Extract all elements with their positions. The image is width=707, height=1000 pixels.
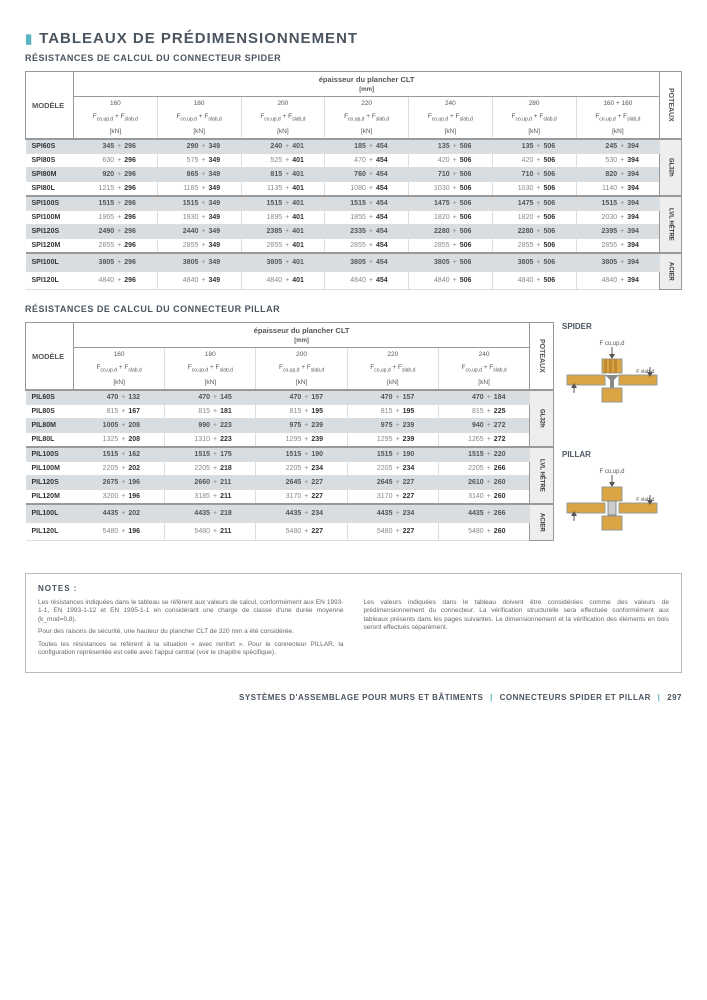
table-row: SPI80M920+296865+349815+401760+454710+50… xyxy=(26,168,682,182)
notes-title: NOTES : xyxy=(38,584,669,593)
table-row: PIL80S815+167815+181815+195815+195815+22… xyxy=(26,405,554,419)
notes-box: NOTES : Les résistances indiquées dans l… xyxy=(25,573,682,673)
footer-right: CONNECTEURS SPIDER ET PILLAR xyxy=(500,693,651,702)
table-row: PIL100S1515+1621515+1751515+1901515+1901… xyxy=(26,447,554,462)
spider-diag-title: SPIDER xyxy=(562,322,682,331)
table-row: PIL80M1005+208990+223975+239975+239940+2… xyxy=(26,419,554,433)
page-footer: SYSTÈMES D'ASSEMBLAGE POUR MURS ET BÂTIM… xyxy=(25,693,682,702)
table-row: SPI100M1965+2961930+3491895+4011855+4541… xyxy=(26,211,682,225)
table-row: SPI80S630+296575+349525+401470+454420+50… xyxy=(26,154,682,168)
table-row: SPI120L4840+2964840+3494840+4014840+4544… xyxy=(26,272,682,290)
table-row: PIL80L1325+2081310+2231295+2391295+23912… xyxy=(26,433,554,448)
table-row: SPI120S2490+2962440+3492385+4012335+4542… xyxy=(26,225,682,239)
spider-subtitle: RÉSISTANCES DE CALCUL DU CONNECTEUR SPID… xyxy=(25,53,682,63)
footer-page: 297 xyxy=(667,693,682,702)
table-row: SPI120M2855+2962855+3492855+4012855+4542… xyxy=(26,239,682,254)
pillar-table-wrap: MODÈLEépaisseur du plancher CLT[mm]POTEA… xyxy=(25,322,554,541)
svg-text:F co,up,d: F co,up,d xyxy=(599,341,624,347)
svg-text:F co,up,d: F co,up,d xyxy=(599,469,624,475)
table-row: PIL100M2205+2022205+2182205+2342205+2342… xyxy=(26,462,554,476)
pillar-diag-title: PILLAR xyxy=(562,450,682,459)
spider-table: MODÈLEépaisseur du plancher CLT[mm]POTEA… xyxy=(25,71,682,290)
pillar-subtitle: RÉSISTANCES DE CALCUL DU CONNECTEUR PILL… xyxy=(25,304,682,314)
table-row: SPI60S345+296290+349240+401185+454135+50… xyxy=(26,139,682,154)
table-row: PIL120M3200+1963185+2113170+2273170+2273… xyxy=(26,490,554,505)
pillar-diagram-svg: F co,up,d F slab,d xyxy=(562,463,662,543)
table-row: SPI100L3805+2963805+3493805+4013805+4543… xyxy=(26,253,682,271)
page-title: TABLEAUX DE PRÉDIMENSIONNEMENT xyxy=(25,30,682,47)
table-row: PIL100L4435+2024435+2184435+2344435+2344… xyxy=(26,504,554,522)
notes-paragraph: Toutes les résistances se réfèrent à la … xyxy=(38,641,344,658)
notes-right-col: Les valeurs indiquées dans le tableau do… xyxy=(364,599,670,662)
notes-left-col: Les résistances indiquées dans le tablea… xyxy=(38,599,344,662)
table-row: PIL120S2675+1962660+2112645+2272645+2272… xyxy=(26,476,554,490)
table-row: PIL60S470+132470+145470+157470+157470+18… xyxy=(26,390,554,405)
table-row: SPI80L1215+2961185+3491135+4011080+45410… xyxy=(26,182,682,197)
pillar-table: MODÈLEépaisseur du plancher CLT[mm]POTEA… xyxy=(25,322,554,541)
notes-paragraph: Les valeurs indiquées dans le tableau do… xyxy=(364,599,670,633)
notes-paragraph: Les résistances indiquées dans le tablea… xyxy=(38,599,344,624)
spider-diagram-svg: F co,up,d F slab,d xyxy=(562,335,662,415)
spider-table-wrap: MODÈLEépaisseur du plancher CLT[mm]POTEA… xyxy=(25,71,682,290)
table-row: PIL120L5480+1965480+2115480+2275480+2275… xyxy=(26,523,554,541)
footer-sep: | xyxy=(490,693,493,702)
notes-paragraph: Pour des raisons de sécurité, une hauteu… xyxy=(38,628,344,636)
footer-sep2: | xyxy=(658,693,661,702)
diagrams-area: SPIDER F co,up,d F slab,d xyxy=(562,322,682,548)
footer-left: SYSTÈMES D'ASSEMBLAGE POUR MURS ET BÂTIM… xyxy=(239,693,483,702)
table-row: SPI100S1515+2961515+3491515+4011515+4541… xyxy=(26,196,682,211)
pillar-diagram: PILLAR F co,up,d F slab,d xyxy=(562,450,682,548)
spider-diagram: SPIDER F co,up,d F slab,d xyxy=(562,322,682,420)
